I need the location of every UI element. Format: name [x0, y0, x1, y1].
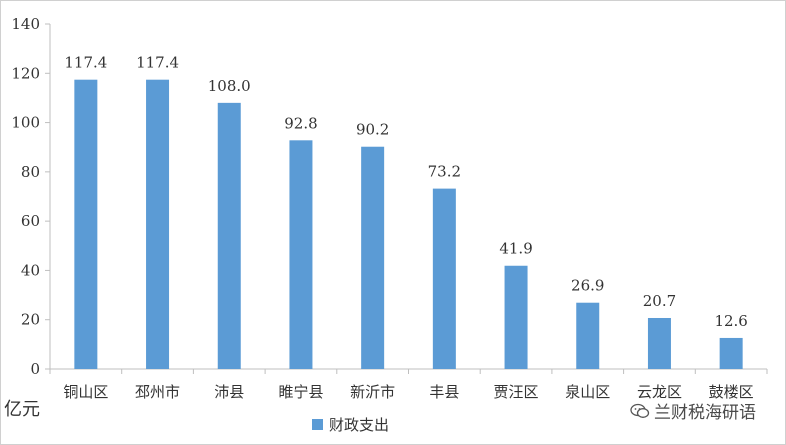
data-label: 108.0	[208, 77, 251, 95]
category-label: 新沂市	[350, 383, 395, 401]
watermark: 兰财税海研语	[630, 398, 756, 423]
category-label: 睢宁县	[278, 383, 323, 401]
y-tick-label: 0	[30, 360, 40, 378]
category-label: 泉山区	[565, 383, 610, 401]
data-label: 117.4	[64, 54, 107, 72]
bar	[432, 188, 456, 369]
data-label: 20.7	[643, 292, 676, 310]
y-tick-label: 140	[11, 15, 40, 33]
bar	[719, 337, 743, 369]
legend: 财政支出	[312, 414, 389, 435]
y-tick-label: 40	[21, 261, 40, 279]
category-label: 鼓楼区	[709, 383, 754, 401]
y-tick-label: 80	[21, 163, 40, 181]
data-label: 12.6	[714, 312, 747, 330]
y-tick-label: 60	[21, 212, 40, 230]
bar	[576, 302, 600, 369]
category-label: 铜山区	[63, 383, 108, 401]
bar	[361, 146, 385, 369]
category-label: 丰县	[429, 383, 459, 401]
data-label: 92.8	[284, 114, 317, 132]
data-label: 73.2	[428, 163, 461, 181]
data-label: 26.9	[571, 277, 604, 295]
data-label: 41.9	[499, 240, 532, 258]
legend-label: 财政支出	[329, 416, 390, 434]
bar	[217, 102, 241, 369]
category-label: 贾汪区	[494, 383, 539, 401]
category-label: 邳州市	[135, 383, 180, 401]
category-label: 云龙区	[637, 383, 682, 401]
y-tick-label: 100	[11, 114, 40, 132]
data-label: 90.2	[356, 121, 389, 139]
legend-swatch	[312, 419, 323, 430]
y-tick-label: 120	[11, 64, 40, 82]
bar	[504, 265, 528, 369]
y-tick-label: 20	[21, 311, 40, 329]
bar	[647, 317, 671, 369]
watermark-text: 兰财税海研语	[654, 403, 756, 423]
bar	[289, 140, 313, 369]
data-label: 117.4	[136, 54, 179, 72]
wechat-icon	[630, 403, 650, 418]
category-label: 沛县	[214, 383, 244, 401]
bar	[146, 79, 170, 369]
y-axis-unit-label: 亿元	[4, 399, 40, 420]
bar	[74, 79, 98, 369]
